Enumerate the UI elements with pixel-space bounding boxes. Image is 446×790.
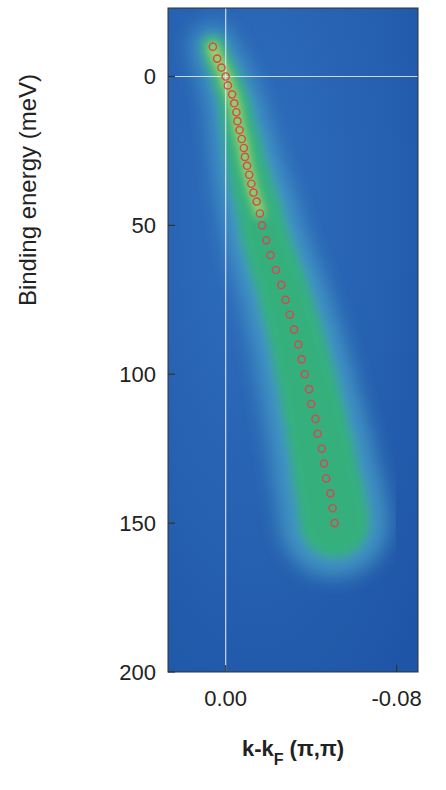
x-tick-label: -0.08 xyxy=(372,686,422,711)
y-tick-label: 150 xyxy=(119,511,156,536)
data-point xyxy=(314,430,321,437)
reference-line xyxy=(168,76,418,77)
data-point xyxy=(263,237,270,244)
y-tick xyxy=(168,374,175,375)
data-point xyxy=(267,252,274,259)
data-point xyxy=(243,162,250,169)
y-tick xyxy=(168,671,175,672)
data-point xyxy=(312,415,319,422)
y-tick-label: 50 xyxy=(132,213,156,238)
x-tick xyxy=(225,665,226,672)
data-point xyxy=(229,91,236,98)
data-point xyxy=(250,189,257,196)
y-tick-label: 0 xyxy=(144,64,156,89)
x-tick xyxy=(396,665,397,672)
data-point xyxy=(301,371,308,378)
data-point xyxy=(214,55,221,62)
band-segment xyxy=(333,508,335,523)
reference-line xyxy=(225,8,226,672)
y-tick xyxy=(168,523,175,524)
data-point xyxy=(241,153,248,160)
data-point xyxy=(290,326,297,333)
data-point xyxy=(256,210,263,217)
data-point xyxy=(233,109,240,116)
band-glow xyxy=(213,47,335,523)
y-tick xyxy=(168,76,175,77)
data-point xyxy=(238,135,245,142)
y-tick-label: 200 xyxy=(119,660,156,685)
data-point xyxy=(253,198,260,205)
y-tick-label: 100 xyxy=(119,362,156,387)
data-point xyxy=(318,445,325,452)
data-point xyxy=(278,281,285,288)
data-point xyxy=(258,222,265,229)
data-point xyxy=(305,386,312,393)
data-point xyxy=(231,100,238,107)
data-point xyxy=(295,341,302,348)
data-point xyxy=(218,64,225,71)
x-axis-title: k-kF (π,π) xyxy=(242,736,344,768)
data-point xyxy=(246,171,253,178)
data-point xyxy=(236,126,243,133)
data-point xyxy=(308,400,315,407)
x-tick-label: 0.00 xyxy=(204,686,247,711)
plot-frame xyxy=(168,8,418,672)
data-point xyxy=(327,490,334,497)
band-glow xyxy=(213,47,335,523)
y-axis-title: Binding energy (meV) xyxy=(14,74,41,306)
data-point xyxy=(320,460,327,467)
data-point xyxy=(282,296,289,303)
data-point xyxy=(298,356,305,363)
data-point xyxy=(286,311,293,318)
data-point xyxy=(248,180,255,187)
data-point xyxy=(240,144,247,151)
data-point xyxy=(222,73,229,80)
data-point xyxy=(234,118,241,125)
plot-background xyxy=(168,8,418,672)
data-point xyxy=(209,43,216,50)
chart: 0 50 100 150 200 0.00 -0.08 Binding energy (meV… xyxy=(0,0,446,790)
plot-area xyxy=(168,8,418,672)
data-point xyxy=(329,505,336,512)
data-point xyxy=(331,520,338,527)
data-point xyxy=(323,475,330,482)
band-segment xyxy=(333,508,335,523)
band-glow xyxy=(213,47,260,214)
data-point xyxy=(224,82,231,89)
y-tick xyxy=(168,225,175,226)
data-point xyxy=(272,266,279,273)
